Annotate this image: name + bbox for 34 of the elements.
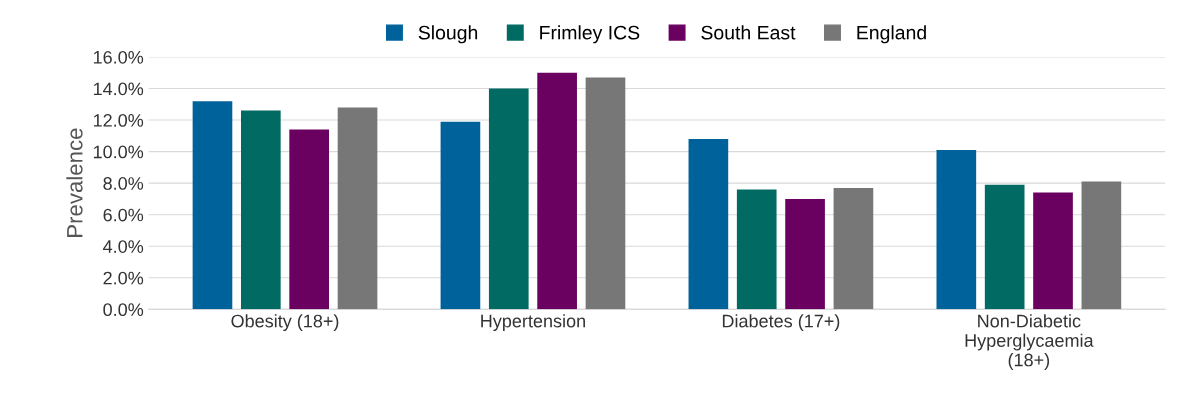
bar (440, 121, 481, 310)
bar (289, 129, 330, 310)
y-tick-label: 2.0% (103, 271, 144, 285)
x-tick-label: Obesity (18+) (231, 314, 339, 332)
y-tick-label: 16.0% (93, 50, 144, 64)
bar (537, 72, 577, 310)
bar (585, 77, 626, 310)
x-tick-label: Diabetes (17+) (722, 314, 840, 331)
bar (936, 150, 977, 310)
bar (984, 184, 1025, 310)
y-axis-title: Prevalence (66, 128, 83, 237)
bar (736, 189, 777, 310)
x-tick-label: Non-Diabetic Hyperglycaemia (18+) (965, 314, 1094, 370)
y-tick-label: 6.0% (103, 208, 144, 222)
y-tick-label: 10.0% (93, 145, 144, 159)
y-tick-label: 0.0% (103, 303, 144, 317)
y-tick-label: 14.0% (93, 82, 144, 96)
legend-label: England (857, 25, 926, 44)
bar (688, 138, 729, 310)
bar (833, 187, 874, 310)
bar (337, 107, 378, 310)
y-tick-label: 12.0% (93, 114, 144, 127)
legend-label: South East (701, 25, 796, 40)
bar (1081, 181, 1122, 310)
y-tick-label: 4.0% (103, 240, 144, 253)
legend-label: Frimley ICS (540, 25, 640, 44)
bar (192, 101, 233, 310)
bar (240, 110, 281, 310)
y-tick-label: 8.0% (103, 177, 144, 190)
bar (785, 198, 825, 310)
x-tick-label: Hypertension (481, 314, 585, 332)
bar (1033, 192, 1073, 310)
legend-label: Slough (418, 25, 478, 44)
bar (488, 88, 529, 310)
